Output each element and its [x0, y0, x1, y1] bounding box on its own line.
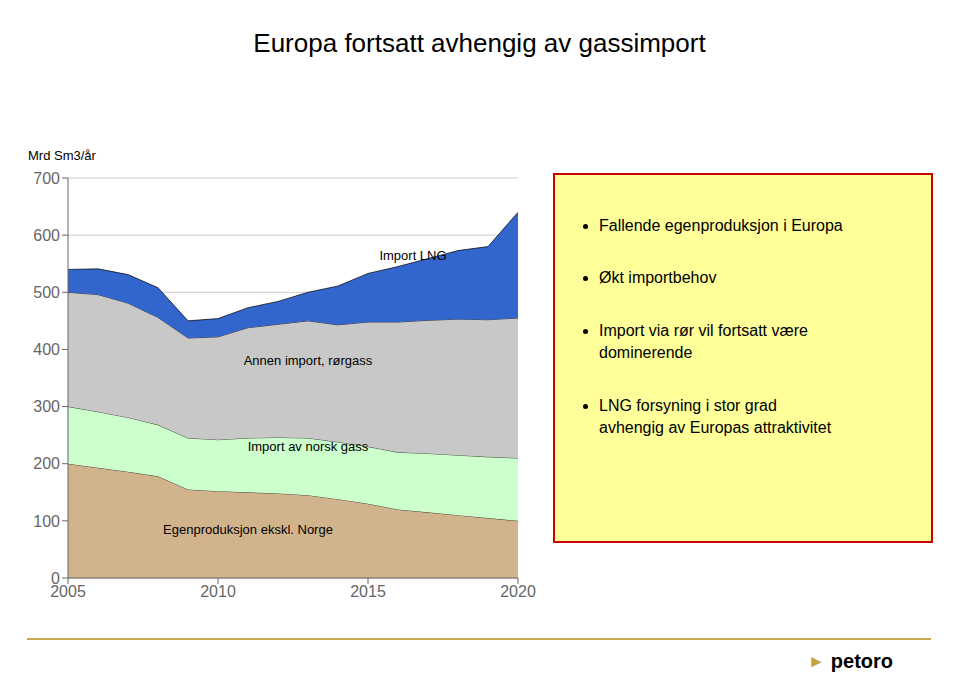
svg-text:2015: 2015 — [350, 583, 386, 600]
svg-text:600: 600 — [33, 227, 60, 244]
svg-text:2010: 2010 — [200, 583, 236, 600]
svg-text:Import av norsk gass: Import av norsk gass — [248, 439, 369, 454]
svg-text:Import LNG: Import LNG — [379, 248, 446, 263]
html-text:Europa fortsatt avhengig av ga: Europa fortsatt avhengig av gassimport — [253, 28, 706, 58]
svg-text:Annen import, rørgass: Annen import, rørgass — [244, 353, 373, 368]
svg-text:100: 100 — [33, 513, 60, 530]
svg-text:700: 700 — [33, 170, 60, 187]
svg-text:Egenproduksjon ekskl. Norge: Egenproduksjon ekskl. Norge — [163, 522, 333, 537]
svg-text:400: 400 — [33, 341, 60, 358]
html-text:Mrd Sm3/år: Mrd Sm3/år — [28, 148, 96, 163]
html-text:► petoro: ► petoro — [808, 650, 893, 672]
svg-text:2005: 2005 — [50, 583, 86, 601]
html-text:dominerende: dominerende — [599, 344, 693, 362]
svg-text:2020: 2020 — [500, 583, 536, 600]
svg-text:0: 0 — [51, 570, 60, 587]
html-text:LNG forsyning i stor grad: LNG forsyning i stor grad — [599, 396, 777, 414]
html-text:avhengig av Europas attraktivi: avhengig av Europas attraktivitet — [599, 419, 832, 436]
html-text:Økt importbehov: Økt importbehov — [599, 269, 717, 287]
html-text:Import via rør vil fortsatt væ: Import via rør vil fortsatt være — [599, 321, 808, 339]
svg-text:300: 300 — [33, 398, 60, 415]
html-text:Fallende egenproduksjon i Euro: Fallende egenproduksjon i Europa — [599, 217, 843, 234]
svg-text:500: 500 — [33, 284, 60, 301]
svg-text:200: 200 — [33, 455, 60, 472]
